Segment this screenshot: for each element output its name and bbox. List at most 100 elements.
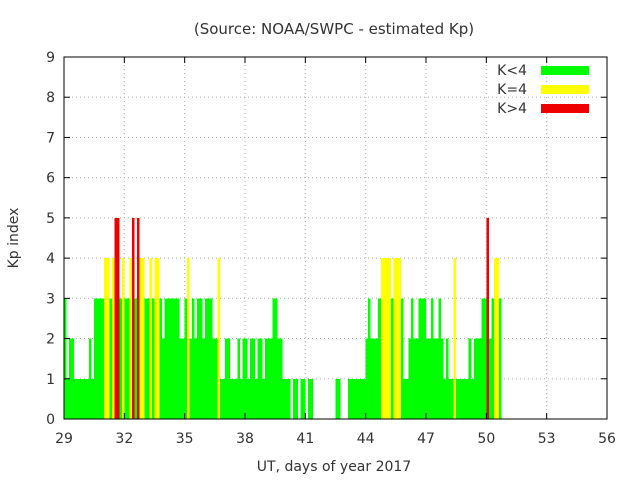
- kp-bar: [131, 217, 135, 419]
- legend-swatch: [541, 85, 589, 94]
- kp-bar: [224, 338, 228, 419]
- kp-bar: [119, 298, 122, 419]
- kp-bar: [335, 378, 339, 419]
- kp-bar: [104, 258, 107, 419]
- kp-bar: [420, 298, 424, 419]
- kp-bar: [426, 338, 429, 419]
- kp-bar: [453, 258, 457, 419]
- kp-bar: [114, 217, 117, 419]
- kp-bar: [209, 298, 213, 419]
- kp-bar: [272, 298, 276, 419]
- kp-bar: [174, 298, 178, 419]
- kp-bar: [207, 298, 210, 419]
- kp-bar: [76, 378, 80, 419]
- kp-bar: [164, 298, 168, 419]
- kp-bar: [255, 378, 258, 419]
- kp-bar: [134, 298, 137, 419]
- kp-bar: [239, 378, 243, 419]
- legend-label: K>4: [497, 101, 527, 117]
- kp-bar: [378, 298, 381, 419]
- kp-bar: [405, 378, 409, 419]
- kp-bar: [398, 258, 401, 419]
- kp-bar: [348, 378, 351, 419]
- kp-bar: [227, 338, 230, 419]
- kp-bar: [111, 258, 115, 419]
- kp-bar: [66, 378, 70, 419]
- kp-bar: [481, 298, 484, 419]
- x-tick-label: 53: [538, 431, 556, 447]
- x-tick-label: 56: [598, 431, 616, 447]
- kp-bar: [84, 378, 87, 419]
- y-tick-label: 8: [46, 90, 55, 106]
- kp-bar: [443, 378, 447, 419]
- kp-bar: [390, 298, 394, 419]
- kp-bar: [151, 298, 155, 419]
- kp-bar: [86, 378, 90, 419]
- kp-bar: [71, 338, 75, 419]
- kp-bar: [94, 298, 97, 419]
- grid-lines: [64, 57, 607, 419]
- kp-bar: [295, 378, 298, 419]
- kp-bar: [91, 378, 95, 419]
- x-axis-label: UT, days of year 2017: [257, 459, 411, 475]
- kp-bar: [199, 298, 203, 419]
- kp-bar: [265, 338, 268, 419]
- kp-bar: [141, 258, 145, 419]
- kp-bar: [270, 338, 273, 419]
- kp-bar: [242, 338, 245, 419]
- kp-bar: [74, 378, 77, 419]
- kp-bar: [373, 338, 376, 419]
- kp-bar: [222, 378, 225, 419]
- kp-bar: [280, 338, 283, 419]
- kp-bar: [403, 378, 406, 419]
- kp-bar: [139, 258, 142, 419]
- kp-bar: [355, 378, 359, 419]
- kp-bar: [458, 378, 462, 419]
- kp-bar: [363, 378, 366, 419]
- kp-bar: [428, 338, 432, 419]
- y-tick-label: 6: [46, 171, 55, 187]
- y-tick-label: 2: [46, 332, 55, 348]
- kp-bar: [202, 338, 205, 419]
- kp-bar: [96, 298, 100, 419]
- kp-bar: [159, 298, 163, 419]
- y-tick-label: 0: [46, 412, 55, 428]
- kp-bar: [219, 378, 223, 419]
- axis-ticks: [63, 56, 608, 420]
- kp-bar: [106, 258, 110, 419]
- kp-bar: [187, 258, 190, 419]
- kp-bar: [287, 378, 291, 419]
- kp-bar: [338, 378, 341, 419]
- kp-bar: [360, 378, 364, 419]
- kp-bar: [423, 298, 426, 419]
- kp-bar: [257, 338, 261, 419]
- kp-bar: [234, 378, 238, 419]
- x-tick-label: 35: [176, 431, 194, 447]
- kp-bar: [496, 258, 499, 419]
- legend-label: K<4: [497, 63, 527, 79]
- kp-bar: [192, 298, 195, 419]
- kp-bar: [197, 298, 200, 419]
- kp-bar: [182, 338, 185, 419]
- kp-bar: [498, 298, 502, 419]
- kp-bar: [385, 258, 389, 419]
- kp-bar: [146, 298, 150, 419]
- chart-title: (Source: NOAA/SWPC - estimated Kp): [194, 20, 474, 38]
- x-tick-label: 29: [55, 431, 73, 447]
- kp-bar: [89, 338, 92, 419]
- kp-bar: [262, 378, 266, 419]
- kp-bar: [438, 298, 442, 419]
- kp-bar: [302, 378, 306, 419]
- kp-bar: [415, 338, 419, 419]
- y-tick-label: 4: [46, 251, 55, 267]
- kp-bar: [64, 298, 67, 419]
- kp-bar: [418, 298, 421, 419]
- kp-bar: [473, 338, 477, 419]
- kp-bar: [109, 298, 112, 419]
- legend: K<4 K=4 K>4: [497, 63, 589, 117]
- y-tick-label: 9: [46, 50, 55, 66]
- kp-bar: [247, 378, 251, 419]
- kp-bar: [388, 258, 391, 419]
- x-tick-label: 50: [477, 431, 495, 447]
